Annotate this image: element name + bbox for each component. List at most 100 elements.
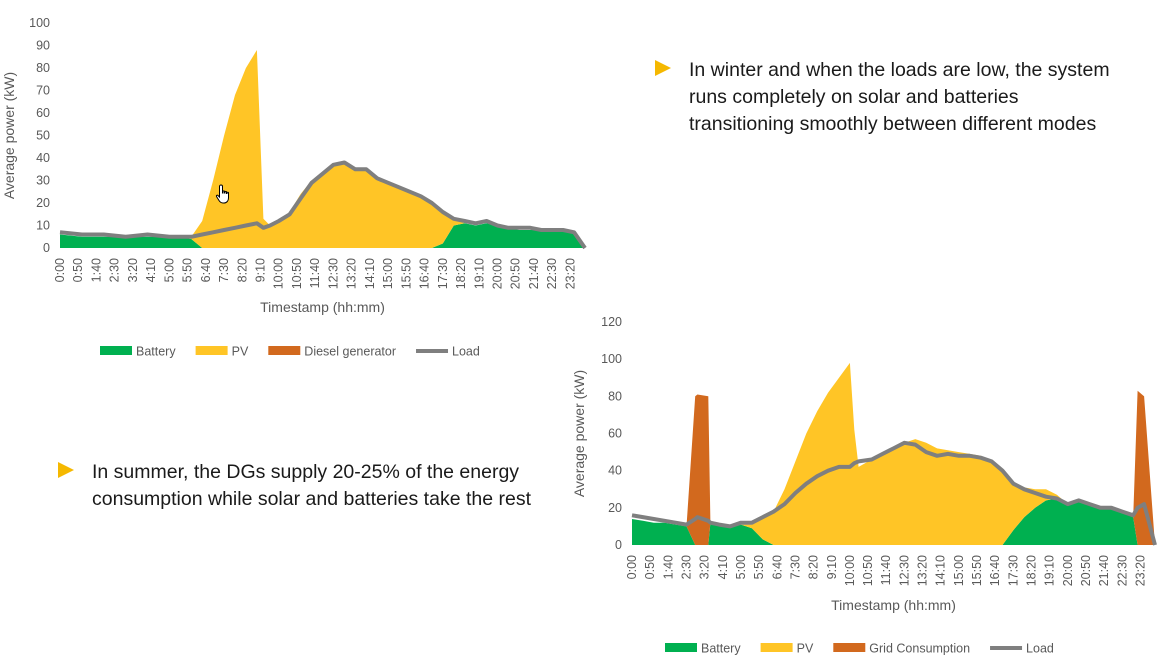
summer-x-tick-8: 6:40 xyxy=(770,555,784,579)
winter-x-tick-13: 10:50 xyxy=(290,258,304,289)
winter-chart: 0 10 20 30 40 50 60 70 80 90 100 0:00 0:50 1:40 2:30 3:… xyxy=(0,0,600,375)
winter-x-axis-title: Timestamp (hh:mm) xyxy=(260,299,385,315)
summer-x-tick-28: 23:20 xyxy=(1134,555,1148,586)
winter-bullet: In winter and when the loads are low, th… xyxy=(655,57,1125,138)
summer-legend-label-load: Load xyxy=(1026,642,1054,656)
winter-battery-area xyxy=(60,223,585,248)
summer-legend-swatch-pv xyxy=(760,643,793,652)
winter-x-tick-16: 13:20 xyxy=(345,258,359,289)
summer-x-tick-14: 11:40 xyxy=(879,555,893,585)
summer-x-tick-15: 12:30 xyxy=(897,555,911,586)
summer-y-tick-0: 0 xyxy=(615,538,622,552)
triangle-bullet-icon xyxy=(58,462,74,478)
winter-y-tick-2: 20 xyxy=(36,196,50,210)
summer-battery-area xyxy=(632,498,1155,545)
triangle-bullet-icon xyxy=(655,60,671,76)
winter-y-tick-9: 90 xyxy=(36,39,50,53)
winter-x-tick-4: 3:20 xyxy=(126,258,140,282)
winter-legend-swatch-battery xyxy=(100,346,132,355)
summer-y-axis-title: Average power (kW) xyxy=(571,370,587,497)
summer-x-tick-3: 2:30 xyxy=(680,555,694,579)
summer-x-axis-title: Timestamp (hh:mm) xyxy=(831,597,956,613)
winter-legend-label-pv: PV xyxy=(232,345,249,359)
winter-x-tick-9: 7:30 xyxy=(217,258,231,282)
winter-x-tick-22: 18:20 xyxy=(454,258,468,289)
hand-pointer-icon xyxy=(215,184,233,204)
winter-x-tick-18: 15:00 xyxy=(381,258,395,289)
winter-x-tick-23: 19:10 xyxy=(472,258,486,289)
winter-x-tick-15: 12:30 xyxy=(326,258,340,289)
summer-x-tick-24: 20:00 xyxy=(1061,555,1075,586)
winter-y-tick-6: 60 xyxy=(36,106,50,120)
winter-x-tick-3: 2:30 xyxy=(108,258,122,282)
winter-x-tick-25: 20:50 xyxy=(509,258,523,289)
winter-x-tick-10: 8:20 xyxy=(235,258,249,282)
winter-x-tick-19: 15:50 xyxy=(399,258,413,289)
summer-y-tick-3: 60 xyxy=(608,427,622,441)
summer-y-tick-5: 100 xyxy=(601,352,622,366)
winter-x-tick-21: 17:30 xyxy=(436,258,450,289)
summer-legend-swatch-grid xyxy=(833,643,866,652)
winter-y-tick-4: 40 xyxy=(36,151,50,165)
winter-y-tick-0: 0 xyxy=(43,241,50,255)
summer-chart-svg: 0 20 40 60 80 100 120 0:00 0:50 1:40 2:30 3:20 4:10 5… xyxy=(571,315,1157,656)
winter-x-tick-17: 14:10 xyxy=(363,258,377,289)
summer-x-tick-11: 9:10 xyxy=(825,555,839,579)
winter-y-tick-5: 50 xyxy=(36,129,50,143)
winter-x-tick-7: 5:50 xyxy=(181,258,195,282)
summer-x-tick-23: 19:10 xyxy=(1043,555,1057,586)
summer-load-line xyxy=(631,440,1157,546)
winter-x-tick-5: 4:10 xyxy=(144,258,158,282)
winter-x-tick-0: 0:00 xyxy=(53,258,67,282)
winter-bullet-text: In winter and when the loads are low, th… xyxy=(689,59,1110,135)
summer-bullet-text: In summer, the DGs supply 20-25% of the … xyxy=(92,461,531,510)
winter-y-tick-8: 80 xyxy=(36,61,50,75)
winter-x-tick-20: 16:40 xyxy=(418,258,432,289)
winter-x-tick-12: 10:00 xyxy=(272,258,286,289)
winter-y-axis-title: Average power (kW) xyxy=(1,72,17,199)
summer-pv-area xyxy=(632,362,1155,545)
winter-x-tick-14: 11:40 xyxy=(308,258,322,288)
summer-legend-label-pv: PV xyxy=(797,642,814,656)
summer-y-tick-2: 40 xyxy=(608,464,622,478)
winter-chart-svg: 0 10 20 30 40 50 60 70 80 90 100 0:00 0:50 1:40 2:30 3:… xyxy=(1,16,587,359)
winter-legend-label-load: Load xyxy=(452,345,480,359)
summer-chart: 0 20 40 60 80 100 120 0:00 0:50 1:40 2:30 3:20 4:10 5… xyxy=(570,310,1166,672)
summer-x-tick-7: 5:50 xyxy=(752,555,766,579)
summer-x-tick-13: 10:50 xyxy=(861,555,875,586)
winter-x-tick-11: 9:10 xyxy=(254,258,268,282)
winter-load-line xyxy=(59,160,587,250)
winter-legend-swatch-diesel xyxy=(268,346,301,355)
winter-pv-area xyxy=(60,50,585,248)
summer-legend-label-grid: Grid Consumption xyxy=(869,642,970,656)
winter-x-tick-27: 22:30 xyxy=(545,258,559,289)
summer-x-tick-5: 4:10 xyxy=(716,555,730,579)
summer-x-tick-25: 20:50 xyxy=(1079,555,1093,586)
winter-y-tick-3: 30 xyxy=(36,174,50,188)
winter-legend-label-battery: Battery xyxy=(136,345,176,359)
summer-x-tick-6: 5:00 xyxy=(734,555,748,579)
summer-x-tick-26: 21:40 xyxy=(1097,555,1111,586)
summer-y-tick-6: 120 xyxy=(601,315,622,329)
winter-x-tick-2: 1:40 xyxy=(90,258,104,282)
summer-x-tick-21: 17:30 xyxy=(1006,555,1020,586)
summer-x-tick-22: 18:20 xyxy=(1025,555,1039,586)
summer-x-tick-18: 15:00 xyxy=(952,555,966,586)
winter-x-tick-24: 20:00 xyxy=(491,258,505,289)
summer-bullet: In summer, the DGs supply 20-25% of the … xyxy=(58,459,538,513)
summer-y-tick-1: 20 xyxy=(608,501,622,515)
winter-y-tick-7: 70 xyxy=(36,84,50,98)
summer-x-tick-17: 14:10 xyxy=(934,555,948,586)
winter-legend-swatch-pv xyxy=(195,346,228,355)
summer-x-tick-27: 22:30 xyxy=(1115,555,1129,586)
summer-x-tick-4: 3:20 xyxy=(698,555,712,579)
winter-legend-label-diesel: Diesel generator xyxy=(304,345,396,359)
summer-x-tick-0: 0:00 xyxy=(625,555,639,579)
summer-x-tick-10: 8:20 xyxy=(807,555,821,579)
winter-y-tick-10: 100 xyxy=(29,16,50,30)
summer-y-tick-4: 80 xyxy=(608,389,622,403)
summer-x-tick-20: 16:40 xyxy=(988,555,1002,586)
summer-x-tick-12: 10:00 xyxy=(843,555,857,586)
summer-x-tick-1: 0:50 xyxy=(643,555,657,579)
winter-x-tick-26: 21:40 xyxy=(527,258,541,289)
